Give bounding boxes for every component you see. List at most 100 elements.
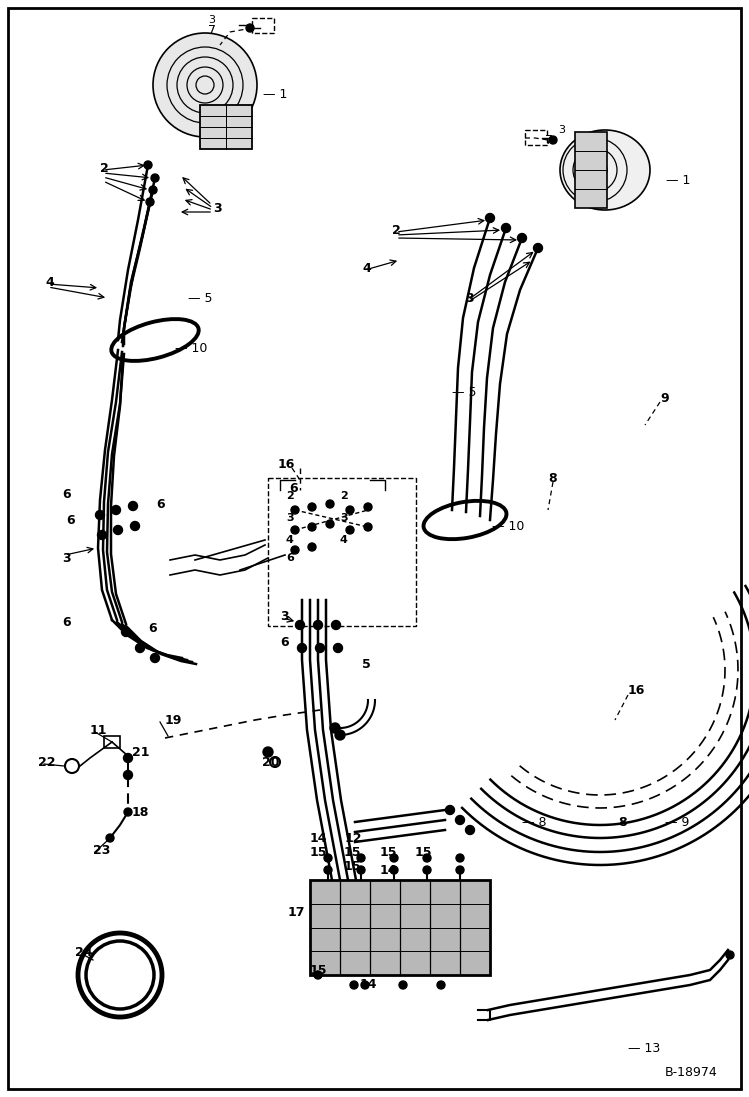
Text: 22: 22 — [38, 756, 55, 769]
Text: B-18974: B-18974 — [665, 1065, 718, 1078]
Text: 2: 2 — [286, 491, 294, 501]
Ellipse shape — [560, 131, 650, 210]
Circle shape — [97, 531, 106, 540]
Text: 3: 3 — [208, 15, 215, 25]
Text: 15: 15 — [344, 847, 362, 860]
Circle shape — [106, 834, 114, 842]
Bar — [268, 478, 416, 626]
Text: 6: 6 — [280, 636, 288, 649]
Text: 12: 12 — [345, 832, 363, 845]
Circle shape — [357, 853, 365, 862]
Circle shape — [291, 546, 299, 554]
Circle shape — [112, 506, 121, 514]
Text: 18: 18 — [132, 805, 149, 818]
Text: 3: 3 — [62, 552, 70, 565]
Circle shape — [332, 621, 341, 630]
Text: 6: 6 — [286, 553, 294, 563]
Circle shape — [364, 523, 372, 531]
Circle shape — [533, 244, 542, 252]
Text: — 9: — 9 — [665, 815, 689, 828]
Text: 20: 20 — [262, 756, 279, 769]
Circle shape — [314, 971, 322, 979]
Circle shape — [423, 866, 431, 874]
Text: 2: 2 — [392, 224, 401, 237]
Circle shape — [326, 520, 334, 528]
Text: 5: 5 — [362, 658, 371, 671]
Bar — [104, 736, 120, 748]
Text: 2: 2 — [340, 491, 348, 501]
Circle shape — [502, 224, 511, 233]
Circle shape — [315, 644, 324, 653]
Text: 3: 3 — [286, 513, 294, 523]
Circle shape — [151, 174, 159, 182]
Text: 4: 4 — [362, 261, 371, 274]
Circle shape — [146, 197, 154, 206]
Circle shape — [390, 853, 398, 862]
Text: 14: 14 — [310, 832, 327, 845]
Text: — 8: — 8 — [522, 815, 547, 828]
Text: 7: 7 — [545, 134, 553, 147]
Circle shape — [149, 186, 157, 194]
Text: 4: 4 — [45, 275, 54, 289]
Bar — [310, 880, 490, 975]
Circle shape — [350, 981, 358, 989]
Circle shape — [456, 866, 464, 874]
Text: 3: 3 — [558, 125, 565, 135]
Circle shape — [121, 627, 130, 636]
Circle shape — [314, 621, 323, 630]
Text: 4: 4 — [286, 535, 294, 545]
Circle shape — [518, 234, 527, 242]
Circle shape — [456, 853, 464, 862]
Circle shape — [136, 644, 145, 653]
Circle shape — [96, 510, 105, 520]
Circle shape — [124, 808, 132, 816]
Text: 6: 6 — [156, 498, 165, 511]
Text: — 10: — 10 — [175, 341, 207, 354]
Circle shape — [399, 981, 407, 989]
Circle shape — [130, 521, 139, 531]
Text: 17: 17 — [288, 905, 306, 918]
Circle shape — [263, 747, 273, 757]
Circle shape — [324, 853, 332, 862]
Circle shape — [308, 543, 316, 551]
Circle shape — [465, 826, 475, 835]
Text: 15: 15 — [380, 847, 398, 860]
Circle shape — [297, 644, 306, 653]
Bar — [200, 105, 252, 149]
Circle shape — [129, 501, 138, 510]
Text: 16: 16 — [278, 459, 295, 472]
Text: 15: 15 — [344, 860, 362, 872]
Text: — 5: — 5 — [188, 292, 213, 305]
Circle shape — [296, 621, 305, 630]
Circle shape — [423, 853, 431, 862]
Circle shape — [726, 951, 734, 959]
Circle shape — [114, 525, 123, 534]
Text: 11: 11 — [90, 724, 108, 736]
Circle shape — [549, 136, 557, 144]
Circle shape — [361, 981, 369, 989]
Text: 19: 19 — [165, 713, 182, 726]
Circle shape — [65, 759, 79, 773]
Text: 9: 9 — [660, 392, 669, 405]
Circle shape — [330, 723, 340, 733]
Circle shape — [335, 730, 345, 740]
Circle shape — [270, 757, 280, 767]
Circle shape — [390, 866, 398, 874]
Circle shape — [291, 525, 299, 534]
Circle shape — [246, 24, 254, 32]
Text: 3: 3 — [213, 202, 222, 215]
Text: 6: 6 — [148, 622, 157, 634]
Circle shape — [324, 866, 332, 874]
Circle shape — [437, 981, 445, 989]
Text: 23: 23 — [93, 844, 110, 857]
Circle shape — [346, 525, 354, 534]
Text: 3: 3 — [340, 513, 348, 523]
Text: 2: 2 — [100, 161, 109, 174]
Text: 6: 6 — [62, 617, 70, 630]
Circle shape — [151, 654, 160, 663]
Circle shape — [346, 506, 354, 514]
Text: — 1: — 1 — [263, 89, 288, 102]
Circle shape — [144, 161, 152, 169]
Text: 14: 14 — [360, 979, 377, 992]
Circle shape — [357, 866, 365, 874]
